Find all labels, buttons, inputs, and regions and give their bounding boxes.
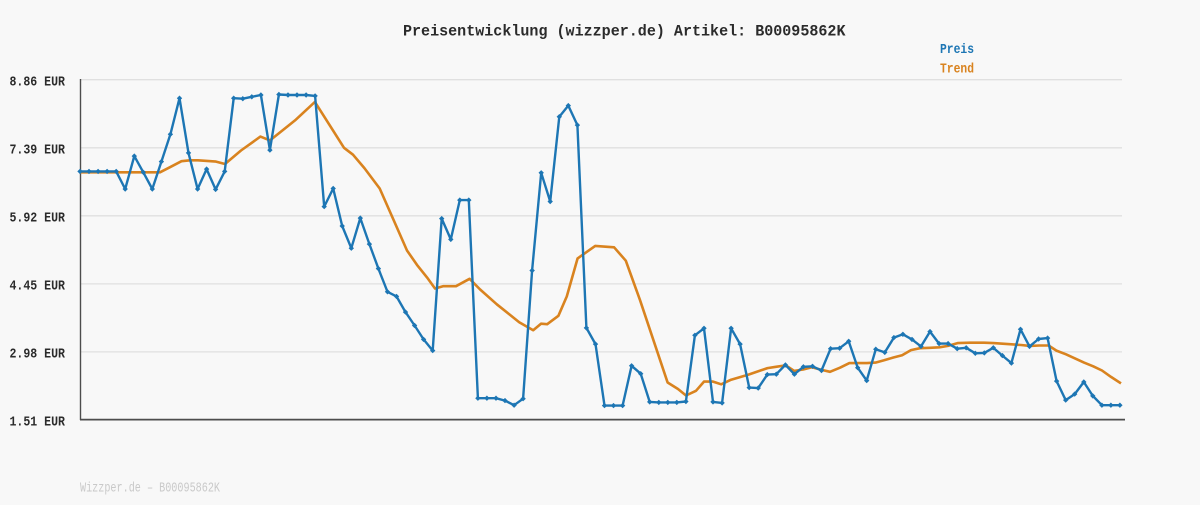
svg-text:Wizzper.de – B00095862K: Wizzper.de – B00095862K	[80, 480, 220, 496]
svg-text:1.51 EUR: 1.51 EUR	[10, 415, 66, 431]
svg-text:Preisentwicklung (wizzper.de): Preisentwicklung (wizzper.de) Artikel: B…	[403, 22, 846, 40]
svg-text:5.92 EUR: 5.92 EUR	[10, 211, 66, 227]
svg-text:Trend: Trend	[940, 62, 974, 78]
svg-text:Preis: Preis	[940, 42, 974, 58]
svg-text:7.39 EUR: 7.39 EUR	[10, 143, 66, 159]
svg-text:4.45 EUR: 4.45 EUR	[10, 279, 66, 295]
svg-text:8.86 EUR: 8.86 EUR	[10, 74, 66, 90]
svg-text:2.98 EUR: 2.98 EUR	[10, 347, 66, 363]
